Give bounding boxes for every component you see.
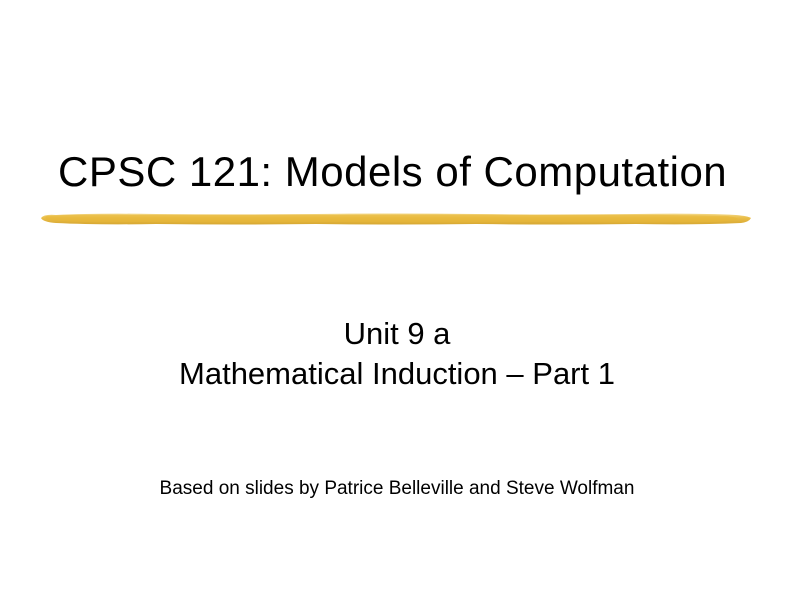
subtitle-block: Unit 9 a Mathematical Induction – Part 1 bbox=[0, 316, 794, 392]
slide-title: CPSC 121: Models of Computation bbox=[58, 148, 727, 196]
subtitle-unit: Unit 9 a bbox=[0, 316, 794, 352]
credit-line: Based on slides by Patrice Belleville an… bbox=[0, 478, 794, 500]
decorative-underline bbox=[36, 204, 756, 234]
subtitle-topic: Mathematical Induction – Part 1 bbox=[0, 356, 794, 392]
